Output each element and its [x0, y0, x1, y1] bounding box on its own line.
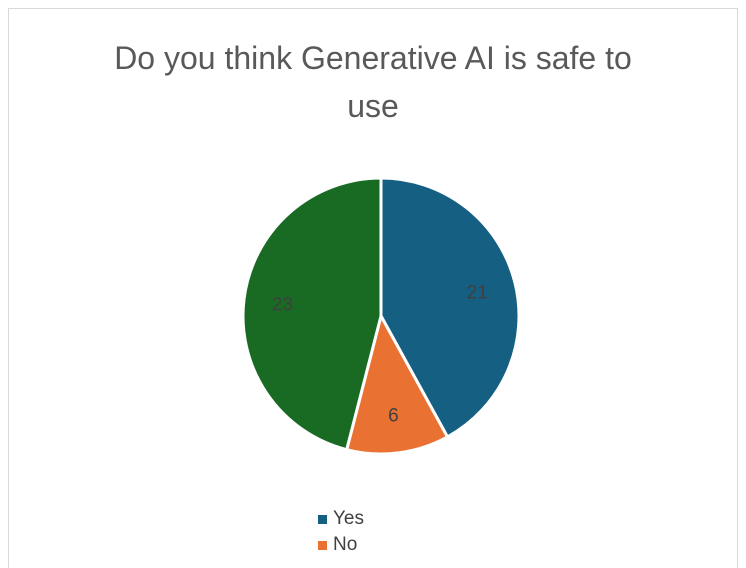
chart-title-line-2: use: [347, 88, 399, 124]
legend-swatch-no: [318, 540, 327, 550]
data-label-no: 6: [388, 406, 399, 427]
legend: Yes No: [318, 506, 364, 558]
legend-swatch-yes: [318, 514, 327, 524]
data-label-other: 23: [272, 295, 293, 316]
legend-label-no: No: [333, 534, 358, 555]
pie-slice-yes: [379, 176, 521, 439]
legend-label-yes: Yes: [333, 508, 364, 529]
chart-title: Do you think Generative AI is safe to us…: [0, 34, 746, 130]
chart-title-line-1: Do you think Generative AI is safe to: [114, 40, 632, 76]
data-label-yes: 21: [467, 282, 488, 303]
pie-slice-other: [241, 176, 383, 452]
legend-item-no: No: [318, 532, 364, 558]
legend-item-yes: Yes: [318, 506, 364, 532]
pie-slice-no: [344, 311, 450, 456]
